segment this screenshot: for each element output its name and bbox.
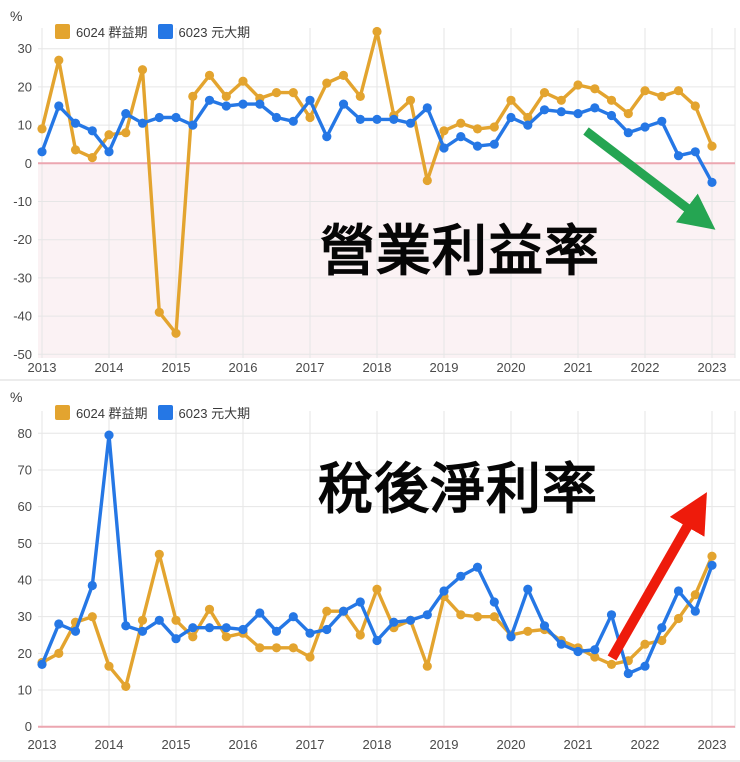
x-tick-label: 2015	[162, 360, 191, 375]
x-tick-label: 2016	[229, 360, 258, 375]
x-tick-label: 2023	[698, 360, 727, 375]
x-tick-label: 2015	[162, 737, 191, 752]
legend-label-6024: 6024 群益期	[76, 406, 148, 421]
legend-swatch-6024	[55, 24, 70, 39]
legend-label-6024: 6024 群益期	[76, 25, 148, 40]
x-tick-label: 2019	[430, 737, 459, 752]
x-tick-label: 2020	[497, 360, 526, 375]
x-tick-label: 2021	[564, 360, 593, 375]
y-tick-label: 60	[18, 499, 32, 514]
y-tick-label: 70	[18, 462, 32, 477]
y-tick-label: -40	[13, 309, 32, 324]
x-tick-label: 2017	[296, 737, 325, 752]
y-tick-label: -20	[13, 232, 32, 247]
image-bottom-edge	[0, 760, 740, 762]
net-margin-plot: 2013 2014 2015 2016 2017 2018 2019 2020 2021 2022…	[18, 411, 736, 752]
net-margin-panel: 2013 2014 2015 2016 2017 2018 2019 2020 2021 2022…	[0, 381, 740, 762]
legend-item-6024: 6024 群益期	[55, 22, 148, 41]
x-tick-label: 2017	[296, 360, 325, 375]
legend: 6024 群益期 6023 元大期	[55, 22, 250, 41]
x-tick-label: 2014	[95, 737, 124, 752]
x-gridlines: 2013 2014 2015 2016 2017 2018 2019 2020 2021 2022…	[28, 411, 736, 752]
series-points-6023	[37, 95, 717, 187]
chart-title-annotation: 稅後淨利率	[318, 458, 599, 520]
legend-label-6023: 6023 元大期	[178, 25, 251, 40]
y-axis-unit-label: %	[10, 8, 23, 24]
legend: 6024 群益期 6023 元大期	[55, 403, 250, 422]
x-tick-label: 2016	[229, 737, 258, 752]
y-tick-label: 50	[18, 536, 32, 551]
y-tick-label: 0	[25, 156, 32, 171]
x-tick-label: 2018	[363, 360, 392, 375]
y-tick-label: -50	[13, 347, 32, 362]
x-tick-label: 2021	[564, 737, 593, 752]
x-tick-label: 2023	[698, 737, 727, 752]
y-tick-label: -10	[13, 194, 32, 209]
x-tick-label: 2020	[497, 737, 526, 752]
legend-swatch-6024	[55, 405, 70, 420]
y-tick-label: 20	[18, 646, 32, 661]
operating-margin-panel: 2013 2014 2015 2016 2017 2018 2019 2020 2021 2022…	[0, 8, 740, 381]
legend-item-6023: 6023 元大期	[157, 22, 251, 41]
y-tick-label: 10	[18, 118, 32, 133]
y-tick-label: 10	[18, 683, 32, 698]
legend-item-6023: 6023 元大期	[157, 403, 251, 422]
y-tick-label: 0	[25, 719, 32, 734]
legend-swatch-6023	[157, 24, 173, 39]
x-tick-label: 2019	[430, 360, 459, 375]
y-tick-label: 20	[18, 79, 32, 94]
series-points-6024	[37, 26, 717, 338]
y-tick-label: 30	[18, 41, 32, 56]
uptrend-arrow	[607, 492, 707, 661]
legend-label-6023: 6023 元大期	[178, 406, 251, 421]
series-points-6023	[37, 430, 717, 679]
legend-item-6024: 6024 群益期	[55, 403, 148, 422]
legend-swatch-6023	[157, 405, 173, 420]
x-tick-label: 2022	[631, 737, 660, 752]
y-tick-label: 30	[18, 609, 32, 624]
y-tick-label: 40	[18, 573, 32, 588]
y-axis-unit-label: %	[10, 389, 23, 405]
chart-title-annotation: 營業利益率	[320, 220, 601, 282]
y-tick-label: -30	[13, 270, 32, 285]
x-tick-label: 2013	[28, 737, 57, 752]
operating-margin-plot: 2013 2014 2015 2016 2017 2018 2019 2020 2021 2022…	[13, 26, 736, 375]
downtrend-arrow	[583, 127, 716, 230]
panel-divider	[0, 379, 740, 381]
x-tick-label: 2018	[363, 737, 392, 752]
y-tick-label: 80	[18, 426, 32, 441]
x-tick-label: 2022	[631, 360, 660, 375]
x-tick-label: 2013	[28, 360, 57, 375]
x-tick-label: 2014	[95, 360, 124, 375]
